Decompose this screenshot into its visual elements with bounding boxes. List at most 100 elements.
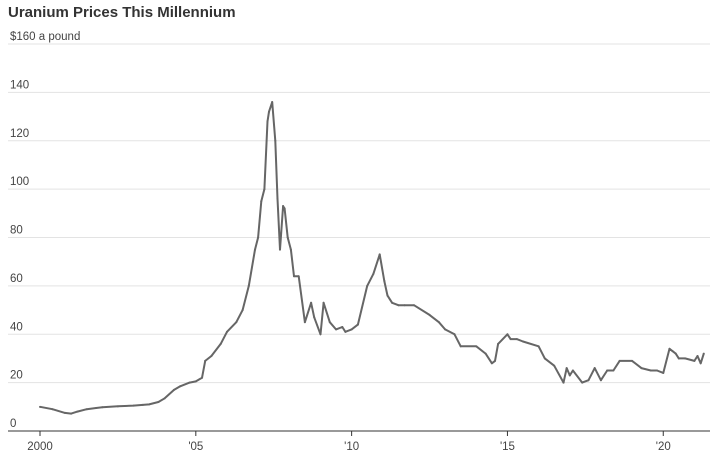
data-point: [204, 359, 207, 362]
data-point: [282, 205, 285, 208]
y-tick-label: 80: [10, 225, 23, 237]
data-point: [565, 367, 568, 370]
data-point: [490, 362, 493, 365]
data-point: [322, 301, 325, 304]
data-point: [148, 403, 151, 406]
data-point: [475, 345, 478, 348]
data-point: [568, 374, 571, 377]
data-point: [63, 411, 66, 414]
data-point: [116, 405, 119, 408]
data-point: [493, 359, 496, 362]
data-point: [640, 367, 643, 370]
data-point: [257, 236, 260, 239]
data-point: [303, 321, 306, 324]
data-point: [173, 388, 175, 391]
data-point: [225, 330, 228, 333]
data-point: [276, 197, 279, 200]
data-point: [260, 200, 263, 203]
data-point: [51, 408, 54, 411]
data-point: [132, 404, 135, 407]
data-point: [383, 280, 386, 283]
data-point: [271, 101, 274, 104]
data-point: [254, 248, 257, 251]
data-point: [286, 236, 289, 239]
data-point: [696, 355, 699, 358]
data-point: [459, 345, 462, 348]
data-point: [593, 367, 596, 370]
x-tick-label: '20: [656, 441, 671, 453]
data-point: [70, 412, 73, 415]
y-tick-label: 60: [10, 273, 23, 285]
data-point: [378, 253, 381, 256]
data-point: [350, 328, 353, 331]
data-point: [278, 248, 281, 251]
y-tick-label: 40: [10, 321, 23, 333]
top-unit-label: $160 a pound: [10, 31, 80, 43]
data-point: [372, 272, 375, 275]
y-axis-ticks: 0 20 40 60 80 100 120 140: [10, 79, 29, 430]
data-point: [587, 379, 590, 382]
data-point: [344, 330, 347, 333]
data-point: [581, 381, 584, 384]
data-point: [201, 376, 204, 379]
data-point: [484, 352, 487, 355]
data-point: [163, 397, 166, 400]
data-point: [497, 342, 500, 345]
data-point: [366, 284, 369, 287]
data-point: [328, 321, 331, 324]
data-point: [543, 357, 546, 360]
data-point: [235, 321, 238, 324]
data-point: [266, 120, 269, 123]
data-point: [412, 304, 415, 307]
data-point: [509, 338, 512, 341]
data-point: [693, 359, 696, 362]
data-point: [179, 385, 182, 388]
chart-title: Uranium Prices This Millennium: [8, 4, 236, 21]
data-point: [310, 301, 313, 304]
data-point: [292, 275, 295, 278]
data-point: [403, 304, 406, 307]
data-point: [157, 400, 160, 403]
data-point: [702, 352, 705, 355]
data-points: [39, 101, 705, 415]
data-point: [241, 309, 244, 312]
data-point: [453, 333, 456, 336]
data-point: [444, 328, 447, 331]
data-point: [319, 333, 322, 336]
y-tick-label: 20: [10, 370, 23, 382]
data-point: [95, 407, 98, 410]
y-tick-label: 120: [10, 128, 29, 140]
data-point: [289, 248, 292, 251]
x-tick-label: 2000: [27, 441, 53, 453]
data-point: [671, 350, 674, 353]
data-point: [141, 403, 144, 406]
data-point: [397, 304, 400, 307]
data-point: [599, 379, 602, 382]
data-point: [313, 316, 316, 319]
data-point: [101, 406, 104, 409]
data-point: [194, 380, 197, 383]
data-point: [618, 359, 621, 362]
data-point: [247, 284, 250, 287]
data-point: [428, 313, 431, 316]
data-point: [210, 355, 213, 358]
data-point: [674, 352, 677, 355]
data-point: [606, 369, 609, 372]
data-point: [274, 139, 277, 142]
y-tick-label: 100: [10, 176, 29, 188]
data-point: [649, 369, 652, 372]
data-point: [537, 345, 540, 348]
data-point: [684, 357, 687, 360]
data-point: [562, 381, 565, 384]
data-point: [506, 333, 509, 336]
x-axis-ticks: 2000 '05 '10 '15 '20: [27, 431, 671, 453]
data-point: [268, 110, 271, 113]
data-point: [263, 188, 266, 191]
y-tick-label: 0: [10, 418, 16, 430]
data-point: [553, 364, 556, 367]
data-point: [662, 371, 665, 374]
data-point: [677, 357, 680, 360]
data-point: [699, 362, 702, 365]
data-point: [386, 294, 389, 297]
data-point: [668, 347, 671, 350]
